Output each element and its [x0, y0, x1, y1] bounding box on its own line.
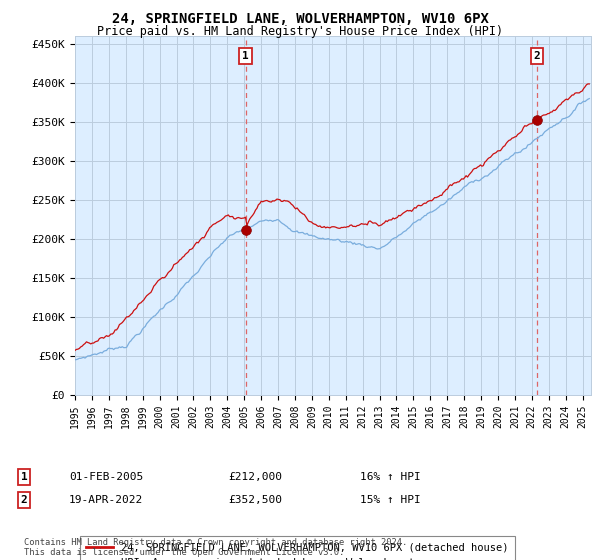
- Text: 01-FEB-2005: 01-FEB-2005: [69, 472, 143, 482]
- Text: £352,500: £352,500: [228, 495, 282, 505]
- Text: 1: 1: [20, 472, 28, 482]
- Text: Contains HM Land Registry data © Crown copyright and database right 2024.
This d: Contains HM Land Registry data © Crown c…: [24, 538, 407, 557]
- Text: 24, SPRINGFIELD LANE, WOLVERHAMPTON, WV10 6PX: 24, SPRINGFIELD LANE, WOLVERHAMPTON, WV1…: [112, 12, 488, 26]
- Text: Price paid vs. HM Land Registry's House Price Index (HPI): Price paid vs. HM Land Registry's House …: [97, 25, 503, 38]
- Text: 1: 1: [242, 51, 249, 60]
- Text: 19-APR-2022: 19-APR-2022: [69, 495, 143, 505]
- Text: 2: 2: [533, 51, 540, 60]
- Text: £212,000: £212,000: [228, 472, 282, 482]
- Text: 15% ↑ HPI: 15% ↑ HPI: [360, 495, 421, 505]
- Legend: 24, SPRINGFIELD LANE, WOLVERHAMPTON, WV10 6PX (detached house), HPI: Average pri: 24, SPRINGFIELD LANE, WOLVERHAMPTON, WV1…: [80, 536, 515, 560]
- Text: 16% ↑ HPI: 16% ↑ HPI: [360, 472, 421, 482]
- Text: 2: 2: [20, 495, 28, 505]
